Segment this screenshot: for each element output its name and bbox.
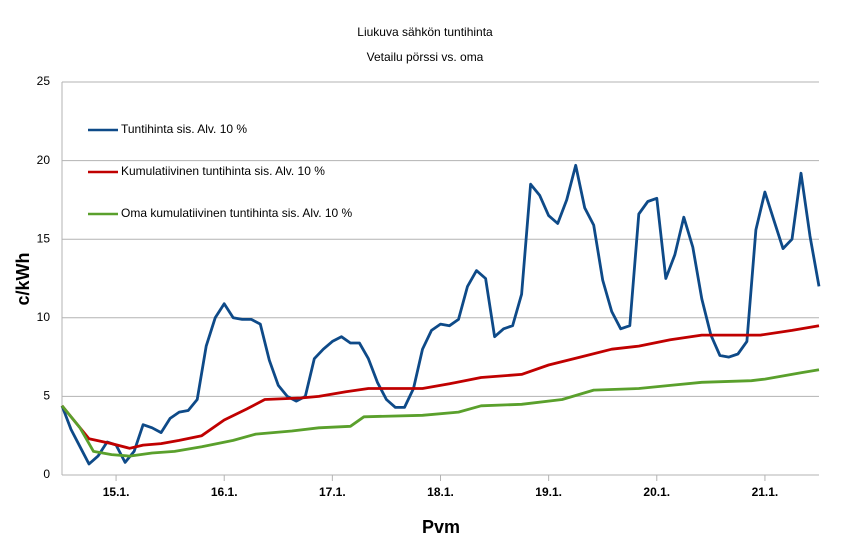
x-tick-label: 15.1. xyxy=(103,485,130,499)
x-axis-label: Pvm xyxy=(422,517,460,537)
x-tick-label: 21.1. xyxy=(752,485,779,499)
legend-label: Tuntihinta sis. Alv. 10 % xyxy=(121,122,247,136)
x-tick-label: 18.1. xyxy=(427,485,454,499)
series-line xyxy=(60,163,821,466)
y-tick-label: 15 xyxy=(37,231,51,245)
y-tick-label: 5 xyxy=(43,389,50,403)
x-tick-label: 16.1. xyxy=(211,485,238,499)
series-line xyxy=(60,324,820,450)
y-tick-label: 10 xyxy=(37,310,51,324)
legend-label: Kumulatiivinen tuntihinta sis. Alv. 10 % xyxy=(121,164,325,178)
y-axis-label: c/kWh xyxy=(13,252,33,305)
x-tick-label: 17.1. xyxy=(319,485,346,499)
chart-subtitle: Vetailu pörssi vs. oma xyxy=(367,50,484,64)
legend-label: Oma kumulatiivinen tuntihinta sis. Alv. … xyxy=(121,206,353,220)
y-tick-label: 20 xyxy=(37,153,51,167)
y-tick-label: 25 xyxy=(37,74,51,88)
x-tick-label: 20.1. xyxy=(643,485,670,499)
series-line xyxy=(60,368,820,458)
chart-title: Liukuva sähkön tuntihinta xyxy=(357,25,493,39)
x-tick-label: 19.1. xyxy=(535,485,562,499)
y-tick-label: 0 xyxy=(43,467,50,481)
